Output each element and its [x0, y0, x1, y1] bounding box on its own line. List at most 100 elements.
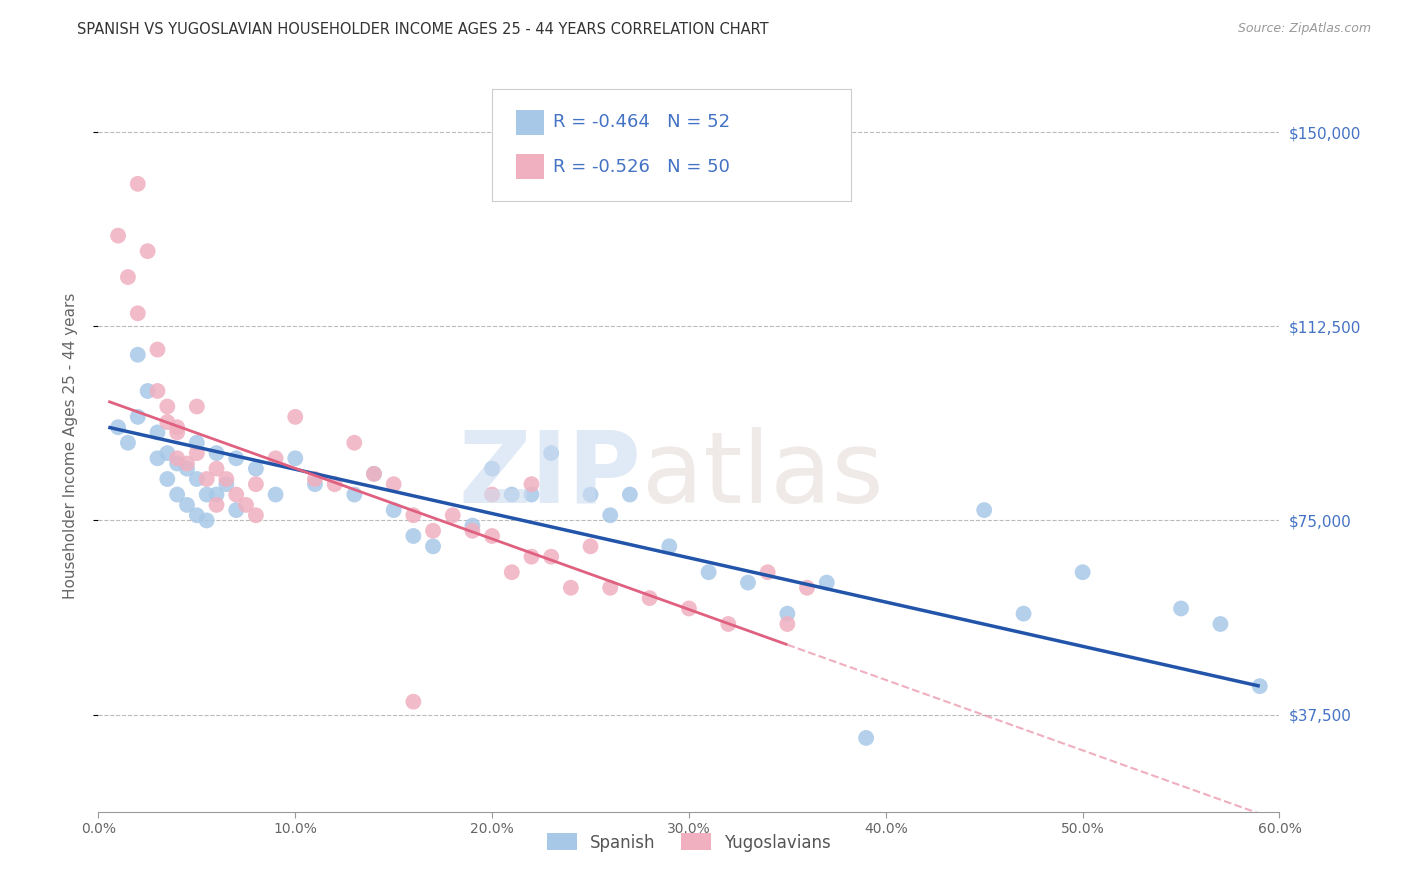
Point: [363, 467, 385, 481]
Point: [402, 529, 425, 543]
Point: [205, 446, 228, 460]
Point: [215, 477, 238, 491]
Point: [127, 348, 149, 362]
Point: [501, 487, 523, 501]
Point: [156, 472, 179, 486]
Point: [195, 487, 218, 501]
Point: [176, 457, 198, 471]
Point: [737, 575, 759, 590]
Point: [186, 472, 208, 486]
Point: [225, 503, 247, 517]
Point: [146, 343, 169, 357]
Point: [156, 400, 179, 414]
Point: [1012, 607, 1035, 621]
Point: [304, 472, 326, 486]
Point: [678, 601, 700, 615]
Point: [176, 461, 198, 475]
Point: [127, 177, 149, 191]
Point: [422, 524, 444, 538]
Point: [225, 451, 247, 466]
Point: [481, 529, 503, 543]
Point: [560, 581, 582, 595]
Point: [599, 508, 621, 523]
Point: [796, 581, 818, 595]
Point: [422, 539, 444, 553]
Point: [107, 228, 129, 243]
Point: [599, 581, 621, 595]
Point: [146, 425, 169, 440]
Point: [166, 425, 188, 440]
Point: [520, 549, 543, 564]
Point: [166, 487, 188, 501]
Point: [461, 524, 484, 538]
Point: [1209, 617, 1232, 632]
Point: [166, 420, 188, 434]
Text: SPANISH VS YUGOSLAVIAN HOUSEHOLDER INCOME AGES 25 - 44 YEARS CORRELATION CHART: SPANISH VS YUGOSLAVIAN HOUSEHOLDER INCOM…: [77, 22, 769, 37]
Point: [481, 487, 503, 501]
Point: [107, 420, 129, 434]
Text: R = -0.526   N = 50: R = -0.526 N = 50: [553, 158, 730, 176]
Point: [1249, 679, 1271, 693]
Point: [619, 487, 641, 501]
Point: [717, 617, 740, 632]
Point: [343, 435, 366, 450]
Point: [481, 461, 503, 475]
Point: [186, 435, 208, 450]
Point: [215, 472, 238, 486]
Point: [638, 591, 661, 606]
Point: [284, 409, 307, 424]
Point: [382, 477, 405, 491]
Point: [195, 513, 218, 527]
Point: [127, 409, 149, 424]
Text: Source: ZipAtlas.com: Source: ZipAtlas.com: [1237, 22, 1371, 36]
Point: [658, 539, 681, 553]
Text: ZIP: ZIP: [458, 426, 641, 524]
Point: [186, 400, 208, 414]
Point: [1170, 601, 1192, 615]
Point: [973, 503, 995, 517]
Point: [579, 539, 602, 553]
Point: [264, 487, 287, 501]
Point: [363, 467, 385, 481]
Point: [205, 498, 228, 512]
Point: [323, 477, 346, 491]
Point: [186, 508, 208, 523]
Y-axis label: Householder Income Ages 25 - 44 years: Householder Income Ages 25 - 44 years: [63, 293, 77, 599]
Point: [186, 446, 208, 460]
Point: [441, 508, 464, 523]
Point: [156, 415, 179, 429]
Point: [501, 566, 523, 580]
Point: [245, 508, 267, 523]
Point: [166, 457, 188, 471]
Point: [156, 446, 179, 460]
Text: R = -0.464   N = 52: R = -0.464 N = 52: [553, 113, 730, 131]
Point: [540, 446, 562, 460]
Point: [815, 575, 838, 590]
Point: [136, 384, 159, 398]
Point: [756, 566, 779, 580]
Point: [166, 451, 188, 466]
Point: [402, 508, 425, 523]
Point: [776, 607, 799, 621]
Point: [284, 451, 307, 466]
Point: [235, 498, 257, 512]
Point: [117, 435, 139, 450]
Point: [117, 270, 139, 285]
Point: [264, 451, 287, 466]
Point: [697, 566, 720, 580]
Point: [461, 518, 484, 533]
Point: [205, 461, 228, 475]
Point: [304, 477, 326, 491]
Point: [382, 503, 405, 517]
Point: [205, 487, 228, 501]
Point: [520, 477, 543, 491]
Point: [225, 487, 247, 501]
Point: [245, 461, 267, 475]
Point: [1071, 566, 1094, 580]
Point: [343, 487, 366, 501]
Point: [402, 695, 425, 709]
Point: [146, 451, 169, 466]
Point: [520, 487, 543, 501]
Point: [195, 472, 218, 486]
Point: [776, 617, 799, 632]
